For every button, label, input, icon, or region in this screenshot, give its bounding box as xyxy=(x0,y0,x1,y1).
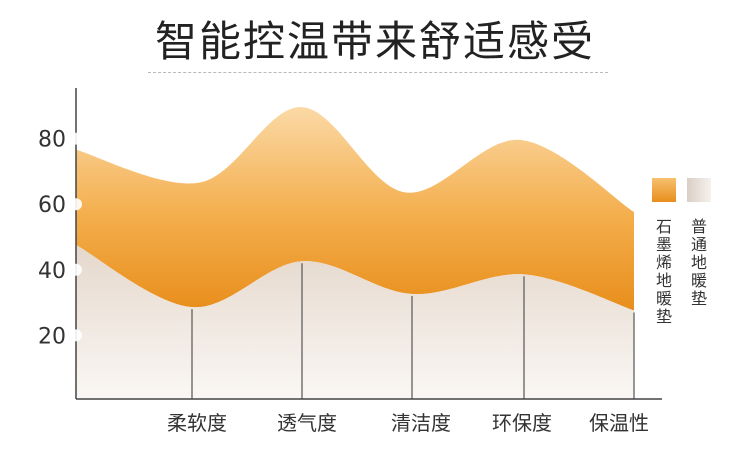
y-tick-marker xyxy=(70,198,82,211)
legend-label-graphene: 石墨烯地暖垫 xyxy=(656,217,672,326)
legend-swatch-normal xyxy=(687,178,711,202)
y-tick-marker xyxy=(70,329,82,342)
x-tick-label: 保温性 xyxy=(589,411,649,435)
y-tick-marker xyxy=(70,132,82,145)
series-area-graphene xyxy=(76,107,634,311)
y-tick-marker xyxy=(70,263,82,276)
title-divider xyxy=(148,72,608,73)
x-tick-label: 柔软度 xyxy=(167,411,227,435)
y-tick-label: 80 xyxy=(38,128,66,153)
legend: 石墨烯地暖垫 普通地暖垫 xyxy=(652,178,711,326)
x-tick-label: 清洁度 xyxy=(391,411,451,435)
x-tick-label: 透气度 xyxy=(277,411,337,435)
legend-swatch-graphene xyxy=(652,178,676,202)
y-tick-label: 40 xyxy=(38,259,66,284)
series-area-normal xyxy=(76,244,634,399)
x-tick-label: 环保度 xyxy=(492,411,552,435)
y-tick-label: 60 xyxy=(38,193,66,218)
legend-label-normal: 普通地暖垫 xyxy=(691,217,707,308)
page-title: 智能控温带来舒适感受 xyxy=(154,17,595,66)
y-tick-label: 20 xyxy=(38,324,66,349)
